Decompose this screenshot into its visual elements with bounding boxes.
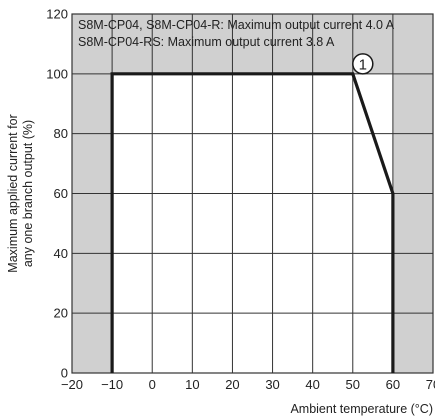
y-tick-label-4: 80 [54,126,68,141]
x-tick-label-8: 60 [386,377,400,392]
marker-circle [352,53,374,75]
x-tick-label-6: 40 [305,377,319,392]
series [110,72,395,373]
x-tick-label-3: 10 [185,377,199,392]
y-tick-labels: 0 20 40 60 80 100 120 [46,7,68,381]
plot-frame [71,13,434,374]
y-tick-label-0: 0 [61,366,68,381]
series-line-0 [110,72,395,373]
y-tick-label-5: 100 [46,66,68,81]
x-tick-label-4: 20 [225,377,239,392]
y-axis-title-line-2: any one branch output (%) [21,120,35,267]
marker: 1 [352,53,374,75]
y-axis-title-line-1: Maximum applied current for [6,114,20,272]
x-axis-title: Ambient temperature (°C) [290,402,433,416]
y-tick-label-2: 40 [54,246,68,261]
y-tick-label-1: 20 [54,306,68,321]
x-tick-label-2: 0 [149,377,156,392]
y-tick-label-6: 120 [46,7,68,22]
x-tick-label-7: 50 [346,377,360,392]
x-tick-label-9: 70 [426,377,435,392]
note-line-2: S8M-CP04-RS: Maximum output current 3.8 … [78,35,335,49]
shaded-region-2 [112,14,393,74]
x-tick-label-1: −10 [101,377,123,392]
y-tick-label-3: 60 [54,186,68,201]
y-axis-title: Maximum applied current for any one bran… [6,114,35,272]
marker-label: 1 [359,56,367,73]
x-tick-label-5: 30 [265,377,279,392]
x-tick-label-0: −20 [61,377,83,392]
note-line-1: S8M-CP04, S8M-CP04-R: Maximum output cur… [78,18,395,32]
x-tick-labels: −20 −10 0 10 20 30 40 50 60 70 [61,377,435,392]
